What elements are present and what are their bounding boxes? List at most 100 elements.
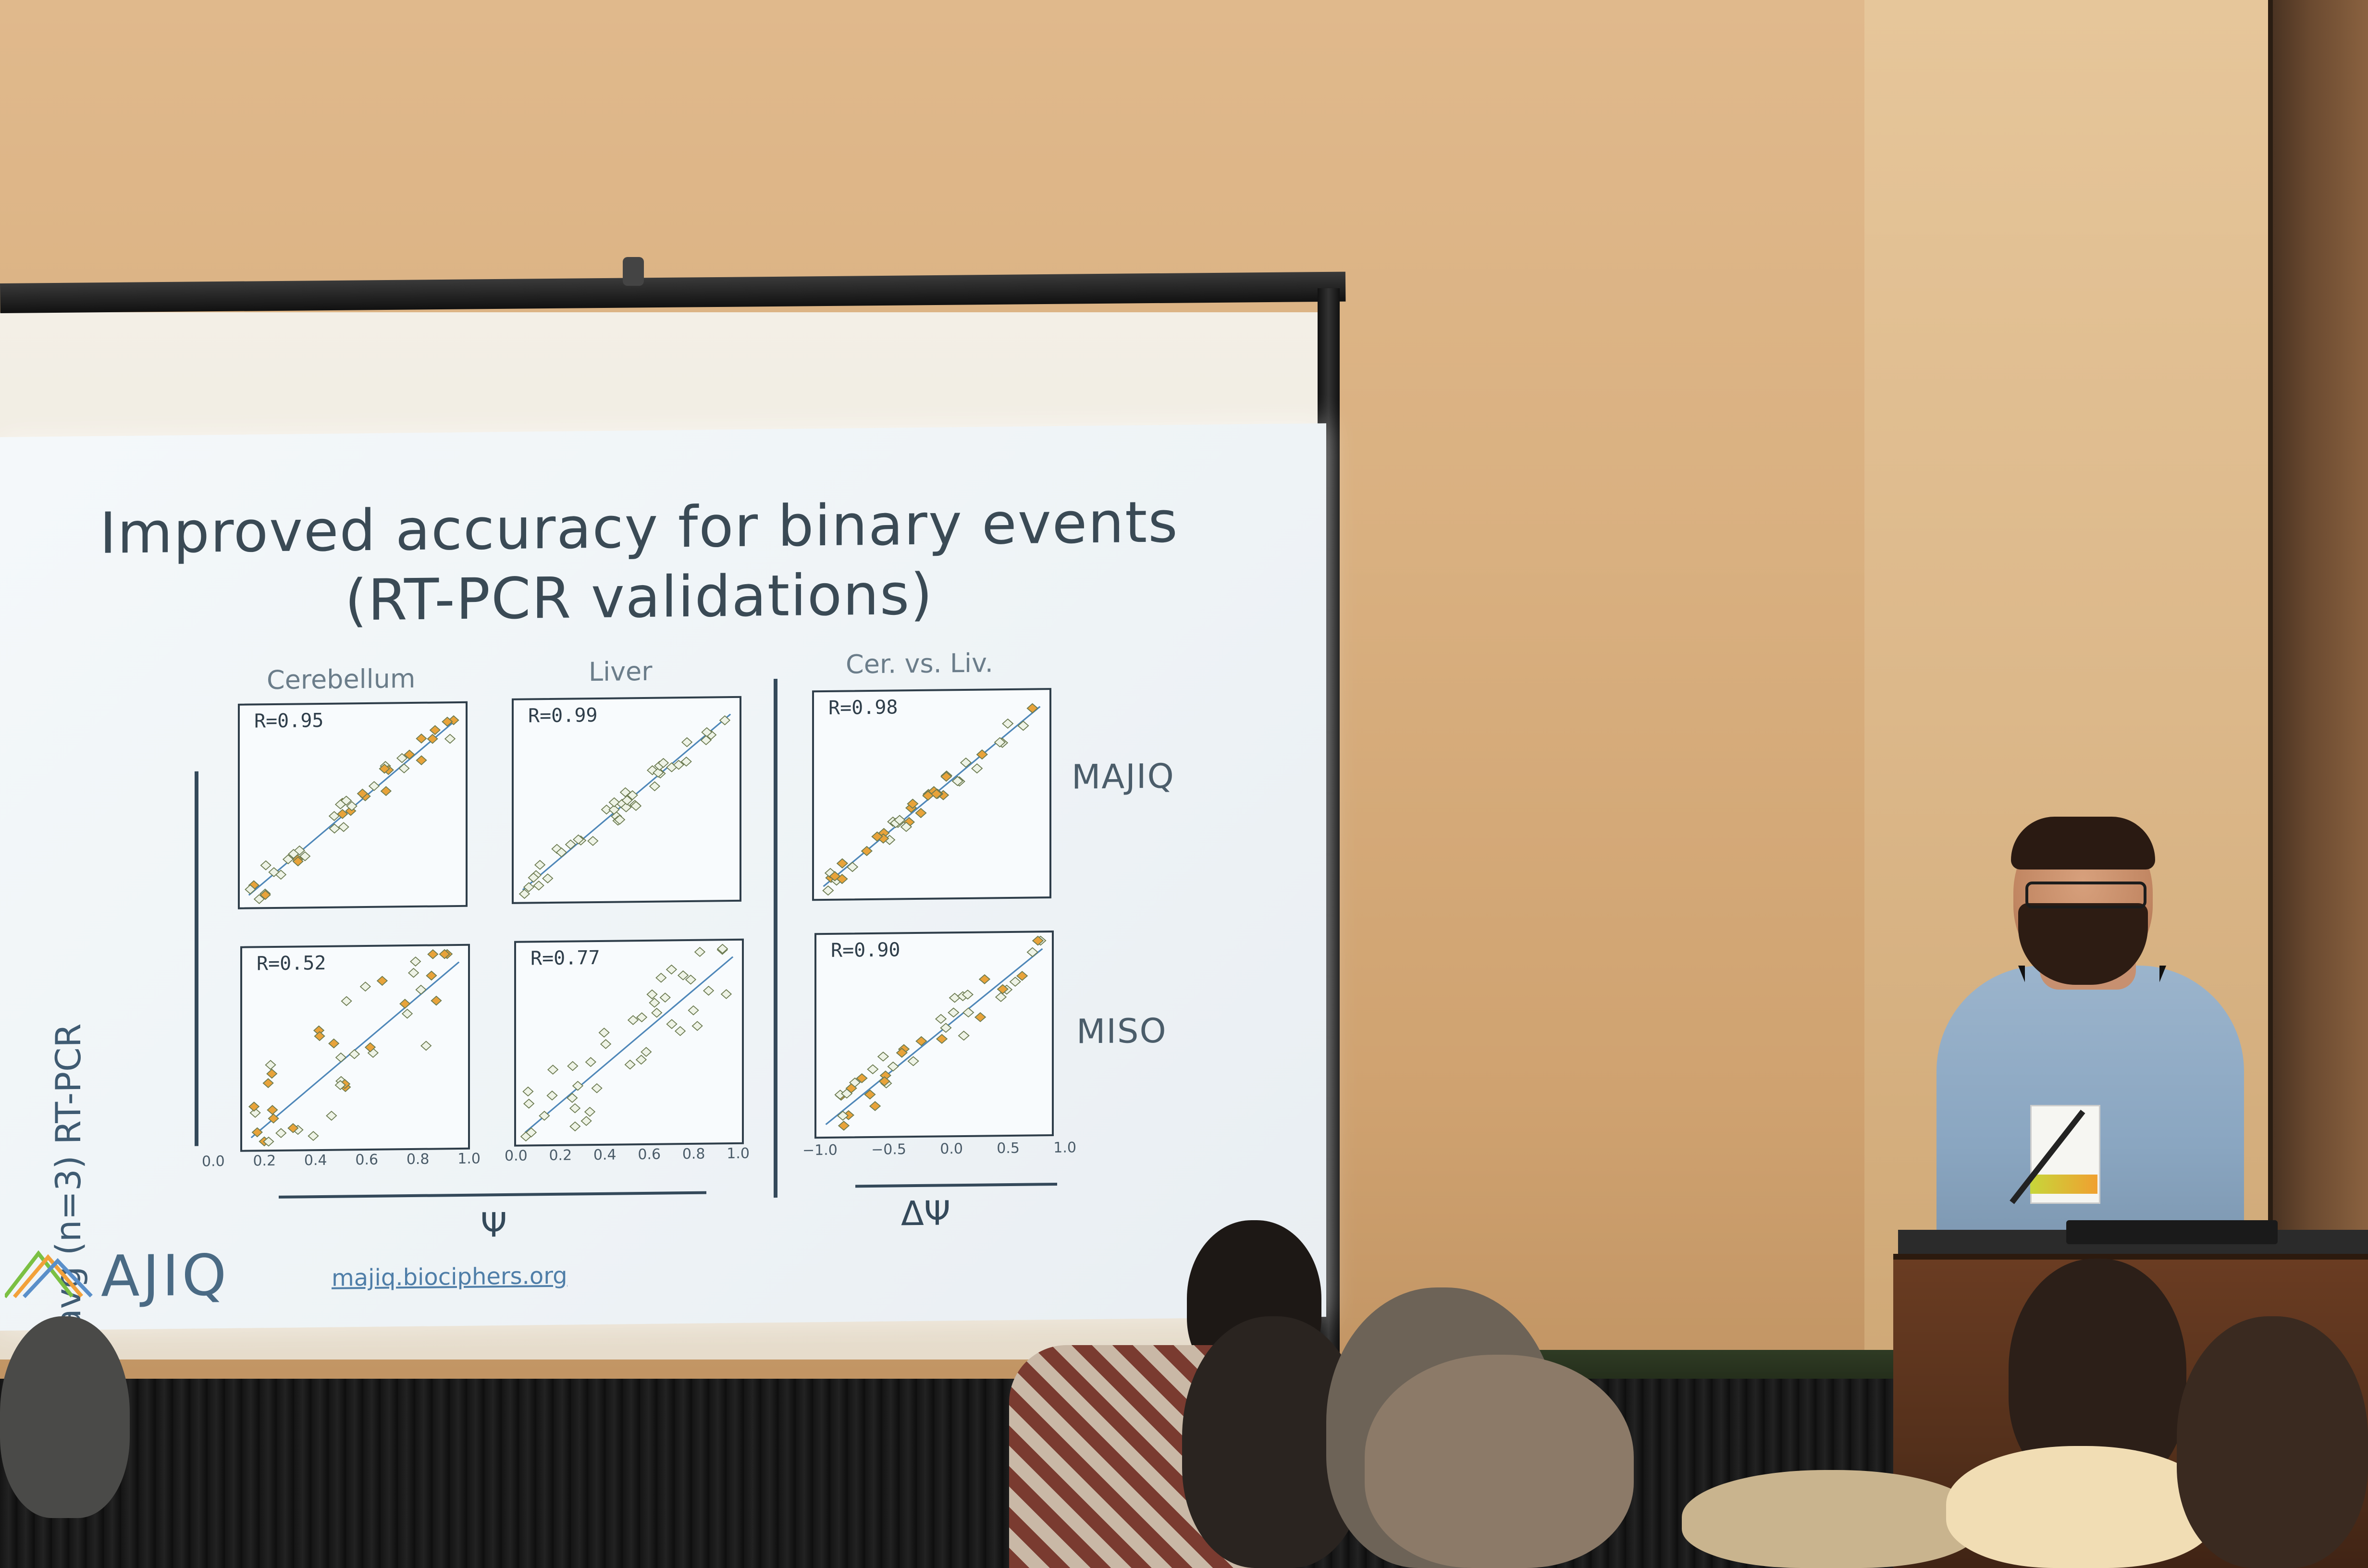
majiq-logo-mark [5,1250,93,1298]
scatter-point [416,733,427,744]
scatter-point [376,976,388,986]
scatter-point [282,854,294,865]
scatter-point [846,862,859,872]
scatter-point [1016,971,1028,981]
scatter-point [907,798,919,809]
tick-label: 0.5 [997,1139,1020,1157]
scatter-point [900,821,913,832]
scatter-point [591,1083,603,1093]
audience-shirt-yellow [1946,1446,2215,1568]
scatter-point [359,981,371,992]
scatter-point [308,1131,319,1141]
scatter-point [263,1136,274,1147]
tick-label: 1.0 [457,1150,481,1168]
scatter-point [420,1041,432,1051]
scatter-point [659,992,671,1003]
scatter-point [567,1093,578,1103]
scatter-point [935,1014,947,1024]
column-label-cerebellum: Cerebellum [267,663,416,696]
scatter-point [958,1030,970,1041]
scatter-point [649,997,660,1008]
scatter-point [896,1048,908,1058]
audience-head-5 [1365,1355,1634,1568]
scatter-point [877,1051,889,1062]
scatter-point [600,1039,612,1049]
r-value: R=0.95 [254,709,324,733]
scatter-point [614,814,626,825]
scatter-point [547,1065,559,1075]
audience-head-8 [2177,1316,2368,1568]
scatter-point [329,823,340,834]
screen-hook [623,257,644,286]
scatter-point [546,1090,558,1101]
scatter-point [685,974,697,985]
scatter-point [657,758,669,768]
scatter-point [861,845,873,857]
scatter-point [838,1120,850,1131]
scatter-point [268,867,280,877]
fit-line [825,948,1043,1125]
scatter-point [677,970,689,980]
scatter-point [949,992,961,1003]
scatter-point [681,737,693,747]
scatter-point [287,1123,299,1133]
scatter-point [262,1078,274,1089]
scatter-majiq-cer-vs-liv: R=0.98 [812,688,1051,901]
scatter-point [572,834,584,845]
scatter-majiq-cer-vs-liv-svg [822,703,1041,896]
scatter-miso-cer-vs-liv: R=0.90 [814,931,1054,1139]
scatter-point [523,1098,535,1109]
scatter-point [328,1038,340,1049]
scatter-point [694,947,706,957]
column-divider [774,679,777,1198]
x-ticks-dpsi: −1.0 −0.5 0.0 0.5 1.0 [802,1139,1076,1159]
scatter-point [936,1034,948,1044]
scatter-point [960,757,972,768]
scatter-point [533,880,544,891]
x-axis-symbol-psi: Ψ [481,1205,507,1245]
scatter-point [621,795,633,806]
scatter-point [907,1056,919,1066]
scatter-point [267,1105,278,1115]
tick-label: 0.2 [549,1147,572,1164]
scatter-point [431,995,442,1006]
tick-label: 1.0 [1053,1139,1076,1157]
majiq-url[interactable]: majiq.biociphers.org [332,1262,567,1292]
scatter-point [275,870,287,880]
scatter-point [871,831,883,842]
scatter-point [620,802,632,813]
tick-label: −1.0 [802,1141,838,1159]
scatter-point [720,989,732,999]
scatter-point [1009,977,1021,987]
scatter-point [368,781,380,791]
scatter-point [569,1121,581,1132]
presentation-slide: Improved accuracy for binary events (RT-… [0,423,1326,1331]
scatter-point [401,1008,413,1019]
scatter-point [292,856,304,867]
scatter-point [824,868,837,878]
row-label-majiq: MAJIQ [1072,756,1175,797]
scatter-point [974,1012,987,1022]
scatter-majiq-liver: R=0.99 [512,696,741,904]
scatter-point [426,970,437,981]
scatter-point [539,1111,550,1121]
scatter-point [598,1028,610,1038]
scatter-point [415,984,427,995]
column-label-liver: Liver [589,656,653,687]
scatter-point [666,964,678,975]
scatter-point [379,763,390,774]
logo-stroke-orange [12,1254,84,1298]
scatter-point [836,858,849,869]
scatter-point [364,1042,376,1053]
scatter-miso-liver: R=0.77 [514,938,744,1147]
slide-title-line2: (RT-PCR validations) [345,561,934,634]
scatter-point [399,999,411,1009]
scatter-point [253,894,265,904]
tick-label: 0.6 [638,1146,661,1164]
scatter-point [314,1031,325,1041]
speaker-beard [2018,903,2148,985]
scatter-point [995,992,1007,1002]
audience-head-6 [1682,1470,1980,1568]
scatter-point [680,756,692,767]
scatter-point [856,1073,868,1083]
